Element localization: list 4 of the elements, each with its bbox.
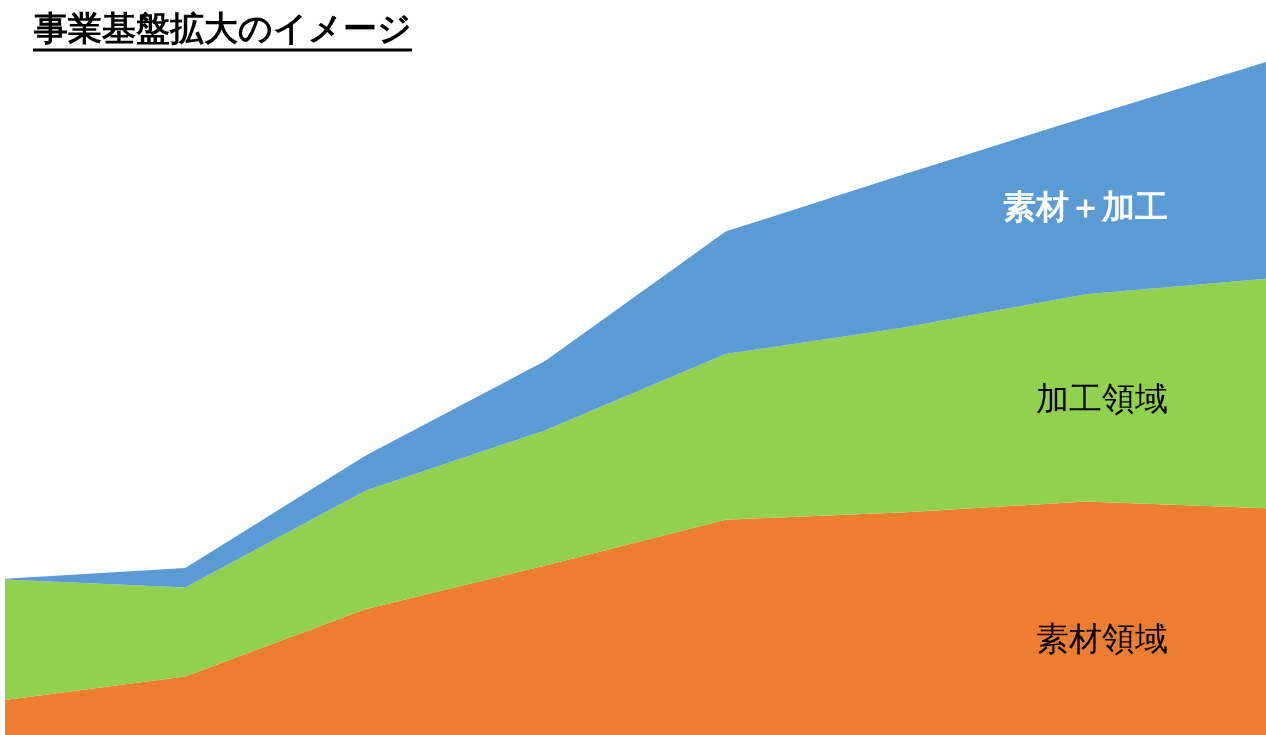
series-label: 素材領域 <box>1036 619 1168 659</box>
series-label: 素材＋加工 <box>1003 186 1168 226</box>
series-label: 加工領域 <box>1036 378 1168 418</box>
chart-title: 事業基盤拡大のイメージ <box>33 8 412 48</box>
